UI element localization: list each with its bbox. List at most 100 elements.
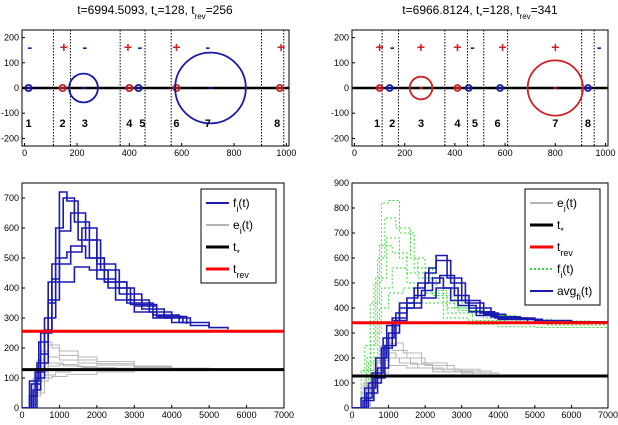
y-tick-label: 700 [334,228,349,238]
y-tick-label: 200 [4,343,19,353]
y-tick-label: 400 [334,303,349,313]
segment-number: 8 [585,118,591,130]
charge-sign: - [206,39,211,55]
legend-label: trev [233,262,249,280]
charge-sign: + [498,39,506,55]
segment-number: 1 [374,118,380,130]
legend-label-sub: i [240,226,242,236]
particle-circle [174,51,247,125]
title-text: t [516,3,520,17]
x-tick-label: 5000 [199,410,219,420]
title-subscript: * [479,12,482,21]
legend-label-sub: rev [236,270,249,280]
chart-title: t=6994.5093, t*=128, trev=256 [77,3,233,21]
x-tick-label: 0 [352,148,357,158]
legend-label-main: f [557,262,561,276]
x-tick-label: 1000 [276,148,296,158]
segment-number: 7 [552,118,558,130]
segment-number: 4 [454,118,461,130]
particle-circle [464,84,473,92]
segment-number: 6 [173,118,179,130]
x-tick-label: 3000 [452,410,472,420]
charge-sign: + [124,39,132,55]
chart-title: t=6966.8124, t*=128, trev=341 [402,3,558,21]
legend-label-sub: i [560,270,562,280]
segment-number: 5 [472,118,478,130]
y-tick-label: 500 [334,278,349,288]
x-tick-label: 4000 [488,410,508,420]
legend-label: avgfi(t) [557,284,592,302]
y-tick-label: -100 [331,108,349,118]
x-tick-label: 7000 [274,410,294,420]
legend-label: ei(t) [233,218,253,236]
series-line [22,266,188,408]
legend-label-suffix: (t) [242,218,253,232]
x-tick-label: 0 [22,148,27,158]
segment-number: 6 [495,118,501,130]
particle-circle [526,59,584,117]
x-tick-label: 2000 [87,410,107,420]
particle-circle [134,83,143,93]
series-line [352,274,521,408]
charge-sign: - [597,39,602,55]
legend-label: t* [233,240,240,258]
particle-circle [375,84,384,92]
legend-label-sub: * [236,248,240,258]
legend-label-suffix: (t) [238,196,249,210]
legend-label: fi(t) [557,262,574,280]
title-subscript: rev [520,12,531,21]
legend-label: t* [557,218,564,236]
particle-circle [496,84,504,92]
charge-sign: - [390,39,395,55]
legend-label-main: t [557,240,561,254]
legend-label-sub: i [236,204,238,214]
segment-number: 1 [25,118,31,130]
x-tick-label: 800 [227,148,242,158]
legend-label-main: t [557,218,561,232]
series-line [352,245,608,408]
legend-label-main: avg [557,284,576,298]
legend-label: fi(t) [233,196,250,214]
x-tick-label: 200 [69,148,84,158]
x-tick-label: 600 [174,148,189,158]
x-tick-label: 1000 [49,410,69,420]
particle-circle [172,83,181,93]
y-tick-label: 300 [334,328,349,338]
legend-label-sub: * [560,226,564,236]
x-tick-label: 600 [498,148,513,158]
legend-label-main: e [557,196,564,210]
x-tick-label: 800 [548,148,563,158]
particle-circle [68,72,99,104]
y-tick-label: 500 [4,253,19,263]
series-line [352,259,543,408]
title-text: t [151,3,155,17]
x-tick-label: 400 [447,148,462,158]
x-tick-label: 7000 [598,410,618,420]
segment-number: 5 [139,118,145,130]
title-text: t=6994.5093, [77,3,151,17]
title-text: =128, [483,3,517,17]
charge-sign: - [82,39,87,55]
legend-label-main: f [233,196,237,210]
segment-number: 7 [205,118,211,130]
x-tick-label: 1000 [379,410,399,420]
y-tick-label: 100 [334,58,349,68]
series-line [352,200,608,408]
legend-label-main: t [233,240,237,254]
charge-sign: + [417,39,425,55]
y-tick-label: 700 [4,193,19,203]
title-text: t [191,3,195,17]
legend-label-suffix: (t) [562,262,573,276]
particle-circle [275,83,284,93]
title-text: t=6966.8124, [402,3,476,17]
x-tick-label: 4000 [162,410,182,420]
legend-label-main: t [233,262,237,276]
charge-sign: - [470,39,475,55]
y-tick-label: 0 [14,83,19,93]
plot-area [352,200,608,408]
y-tick-label: 800 [334,203,349,213]
charge-sign: + [376,39,384,55]
x-tick-label: 1000 [595,148,615,158]
